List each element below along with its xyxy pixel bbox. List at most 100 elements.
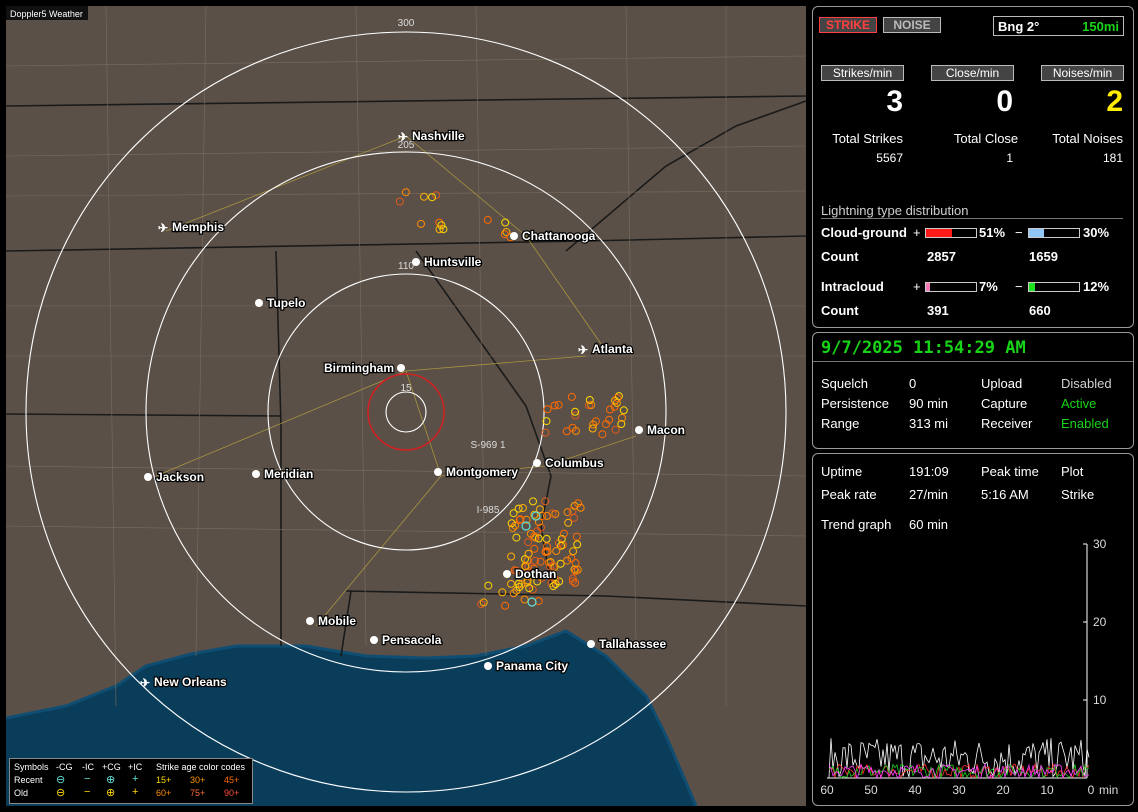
city-label: Dothan <box>515 567 556 581</box>
city-marker: Tupelo <box>255 295 307 311</box>
airport-icon: ✈ <box>158 221 168 235</box>
bearing-value: Bng 2° <box>998 19 1040 34</box>
city-dot <box>397 364 405 372</box>
strike-marker <box>568 577 577 586</box>
ic-positive-bar <box>925 282 977 292</box>
city-dot <box>533 459 541 467</box>
road-label: S-969 1 <box>470 440 505 451</box>
range-value: 313 mi <box>909 416 949 431</box>
strike-marker <box>514 579 523 588</box>
noises-per-min-button[interactable]: Noises/min <box>1041 65 1124 81</box>
strike-button[interactable]: STRIKE <box>819 17 877 33</box>
pos-ic-old-icon: + <box>132 786 139 798</box>
x-unit-label: min <box>1099 783 1118 797</box>
strike-marker <box>501 218 510 227</box>
city-label: Macon <box>647 423 685 437</box>
strike-marker <box>576 503 585 512</box>
plot-label: Plot <box>1061 464 1084 479</box>
cg-positive-count: 2857 <box>927 249 956 264</box>
distribution-title: Lightning type distribution <box>821 203 969 218</box>
strike-marker <box>562 427 571 436</box>
city-marker: ✈ Atlanta <box>578 341 634 357</box>
upload-value: Disabled <box>1061 376 1112 391</box>
city-dot <box>484 662 492 670</box>
age-code: 90+ <box>224 788 240 798</box>
strike-marker <box>589 420 598 429</box>
ic-positive-percent: 7% <box>979 279 998 294</box>
strike-marker <box>546 558 555 567</box>
strike-marker <box>611 396 619 405</box>
strike-marker <box>554 539 563 548</box>
range-rings <box>25 31 787 793</box>
city-label: Mobile <box>318 614 356 628</box>
legend-symbols-label: Symbols <box>14 762 49 772</box>
range-value: 150mi <box>1082 19 1119 34</box>
strike-marker <box>569 547 578 556</box>
squelch-value: 0 <box>909 376 917 391</box>
strike-marker <box>420 192 428 201</box>
strike-marker <box>554 400 563 409</box>
strike-marker <box>530 532 539 541</box>
city-label: Memphis <box>172 220 224 234</box>
city-marker: Dothan <box>503 566 558 582</box>
strike-marker <box>549 562 558 571</box>
strikes-per-min-button[interactable]: Strikes/min <box>821 65 904 81</box>
strike-stats-panel: STRIKE NOISE Bng 2° 150mi Strikes/min Cl… <box>812 6 1134 328</box>
strike-markers <box>395 188 628 610</box>
close-per-min-button[interactable]: Close/min <box>931 65 1014 81</box>
strike-marker <box>530 544 539 553</box>
city-marker: Columbus <box>533 455 605 471</box>
x-tick-label: 20 <box>996 783 1010 797</box>
recent-strike-marker <box>531 511 541 521</box>
strike-marker <box>507 519 516 528</box>
city-marker: Birmingham <box>323 360 405 376</box>
city-label: Birmingham <box>324 361 394 375</box>
lightning-map[interactable]: 300 205 110 15 S-969 1 I-985 ✈ Nashville✈… <box>6 6 806 806</box>
brand-label: Doppler5 Weather <box>10 9 83 19</box>
strike-marker <box>479 598 488 607</box>
strike-marker <box>520 595 529 604</box>
bearing-range-box[interactable]: Bng 2° 150mi <box>993 16 1124 36</box>
strike-marker <box>395 197 404 206</box>
legend-old-label: Old <box>14 788 29 798</box>
brand-badge <box>6 6 88 20</box>
strike-marker <box>542 534 551 543</box>
trend-lines <box>828 738 1090 780</box>
city-label: Tallahassee <box>599 637 666 651</box>
county-lines <box>6 6 806 707</box>
cg-positive-percent: 51% <box>979 225 1006 240</box>
legend-header: +IC <box>128 762 143 772</box>
highways <box>155 135 637 627</box>
ic-negative-count: 660 <box>1029 303 1051 318</box>
strike-marker <box>611 425 620 434</box>
strike-marker <box>568 423 577 432</box>
x-tick-label: 0 <box>1088 783 1095 797</box>
upload-label: Upload <box>981 376 1023 391</box>
trend-panel: Uptime 191:09 Peak time Plot Peak rate 2… <box>812 453 1134 806</box>
peak-time-value: 5:16 AM <box>981 487 1029 502</box>
neg-cg-recent-icon: ⊖ <box>56 774 66 786</box>
strike-marker <box>512 533 521 542</box>
strike-marker <box>508 523 517 532</box>
neg-cg-old-icon: ⊖ <box>56 787 66 799</box>
ring-label-110: 110 <box>398 261 414 272</box>
plot-value[interactable]: Strike <box>1061 487 1095 502</box>
neg-ic-recent-icon: − <box>84 773 91 785</box>
strike-marker <box>571 578 580 587</box>
strike-marker <box>514 504 523 513</box>
x-tick-label: 30 <box>952 783 966 797</box>
strike-marker <box>437 221 446 230</box>
total-noises-label: Total Noises <box>1052 131 1123 146</box>
strike-marker <box>555 577 564 586</box>
uptime-value: 191:09 <box>909 464 949 479</box>
total-strikes-value: 5567 <box>876 151 903 165</box>
x-tick-label: 10 <box>1040 783 1054 797</box>
strike-marker <box>531 556 540 565</box>
strike-marker <box>543 542 552 551</box>
airport-icon: ✈ <box>140 676 150 690</box>
city-label: Meridian <box>264 467 313 481</box>
strike-marker <box>417 219 425 228</box>
age-code: 15+ <box>156 775 172 785</box>
ic-count-label: Count <box>821 303 859 318</box>
noise-button[interactable]: NOISE <box>883 17 941 33</box>
